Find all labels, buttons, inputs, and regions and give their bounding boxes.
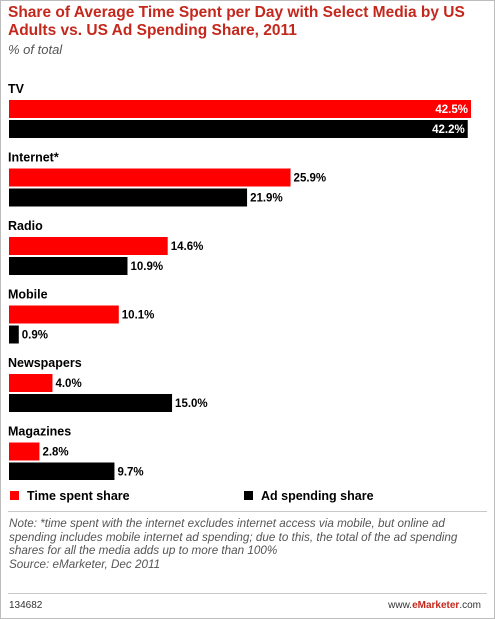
bar-mobile-time-spent bbox=[9, 305, 119, 324]
legend-swatch-ad-spending bbox=[244, 491, 253, 500]
value-label-internet-ad-spending: 21.9% bbox=[250, 193, 283, 205]
value-label-tv-ad-spending: 42.2% bbox=[432, 124, 465, 136]
bar-magazines-time-spent bbox=[9, 442, 40, 461]
brand-suffix: .com bbox=[459, 600, 481, 611]
bar-newspapers-ad-spending bbox=[9, 394, 173, 412]
legend-time-spent: Time spent share bbox=[10, 489, 130, 503]
category-label-mobile: Mobile bbox=[8, 288, 48, 302]
category-label-magazines: Magazines bbox=[8, 425, 71, 439]
category-label-tv: TV bbox=[8, 82, 25, 96]
value-label-magazines-ad-spending: 9.7% bbox=[117, 467, 143, 479]
bar-tv-time-spent bbox=[9, 100, 471, 118]
bar-radio-ad-spending bbox=[9, 257, 128, 275]
bar-radio-time-spent bbox=[9, 237, 168, 255]
value-label-magazines-time-spent: 2.8% bbox=[42, 447, 68, 459]
value-label-mobile-time-spent: 10.1% bbox=[122, 310, 155, 322]
chart-title: Share of Average Time Spent per Day with… bbox=[8, 4, 465, 39]
bar-mobile-ad-spending bbox=[9, 325, 19, 344]
bar-newspapers-time-spent bbox=[9, 374, 53, 392]
brand-link[interactable]: www.eMarketer.com bbox=[388, 600, 481, 611]
value-label-newspapers-ad-spending: 15.0% bbox=[175, 398, 208, 410]
bar-internet-ad-spending bbox=[9, 188, 248, 207]
legend-label-ad-spending: Ad spending share bbox=[261, 489, 374, 503]
note-text: Note: *time spent with the internet excl… bbox=[9, 517, 458, 557]
note-divider-top bbox=[8, 511, 487, 512]
value-label-internet-time-spent: 25.9% bbox=[294, 173, 327, 185]
value-label-tv-time-spent: 42.5% bbox=[435, 104, 468, 116]
bar-chart: TV 42.5% 42.2% Internet* 25.9% 21.9% Radio 14.6… bbox=[8, 82, 471, 480]
note-divider-bottom bbox=[8, 593, 487, 594]
value-label-mobile-ad-spending: 0.9% bbox=[22, 330, 48, 342]
bar-magazines-ad-spending bbox=[9, 462, 115, 480]
value-label-radio-time-spent: 14.6% bbox=[171, 241, 204, 253]
category-label-internet: Internet* bbox=[8, 151, 59, 165]
chart-id: 134682 bbox=[9, 600, 43, 611]
category-label-radio: Radio bbox=[8, 219, 43, 233]
value-label-newspapers-time-spent: 4.0% bbox=[55, 378, 81, 390]
brand-name: eMarketer bbox=[412, 600, 460, 611]
category-label-newspapers: Newspapers bbox=[8, 356, 82, 370]
legend-ad-spending: Ad spending share bbox=[244, 489, 374, 503]
bar-tv-ad-spending bbox=[9, 120, 468, 138]
source-text: Source: eMarketer, Dec 2011 bbox=[9, 557, 161, 571]
legend-label-time-spent: Time spent share bbox=[27, 489, 130, 503]
legend-swatch-time-spent bbox=[10, 491, 19, 500]
chart-note: Note: *time spent with the internet excl… bbox=[9, 517, 485, 571]
brand-prefix: www. bbox=[388, 600, 413, 611]
chart-subtitle: % of total bbox=[8, 42, 63, 57]
bar-internet-time-spent bbox=[9, 168, 291, 187]
value-label-radio-ad-spending: 10.9% bbox=[130, 261, 163, 273]
